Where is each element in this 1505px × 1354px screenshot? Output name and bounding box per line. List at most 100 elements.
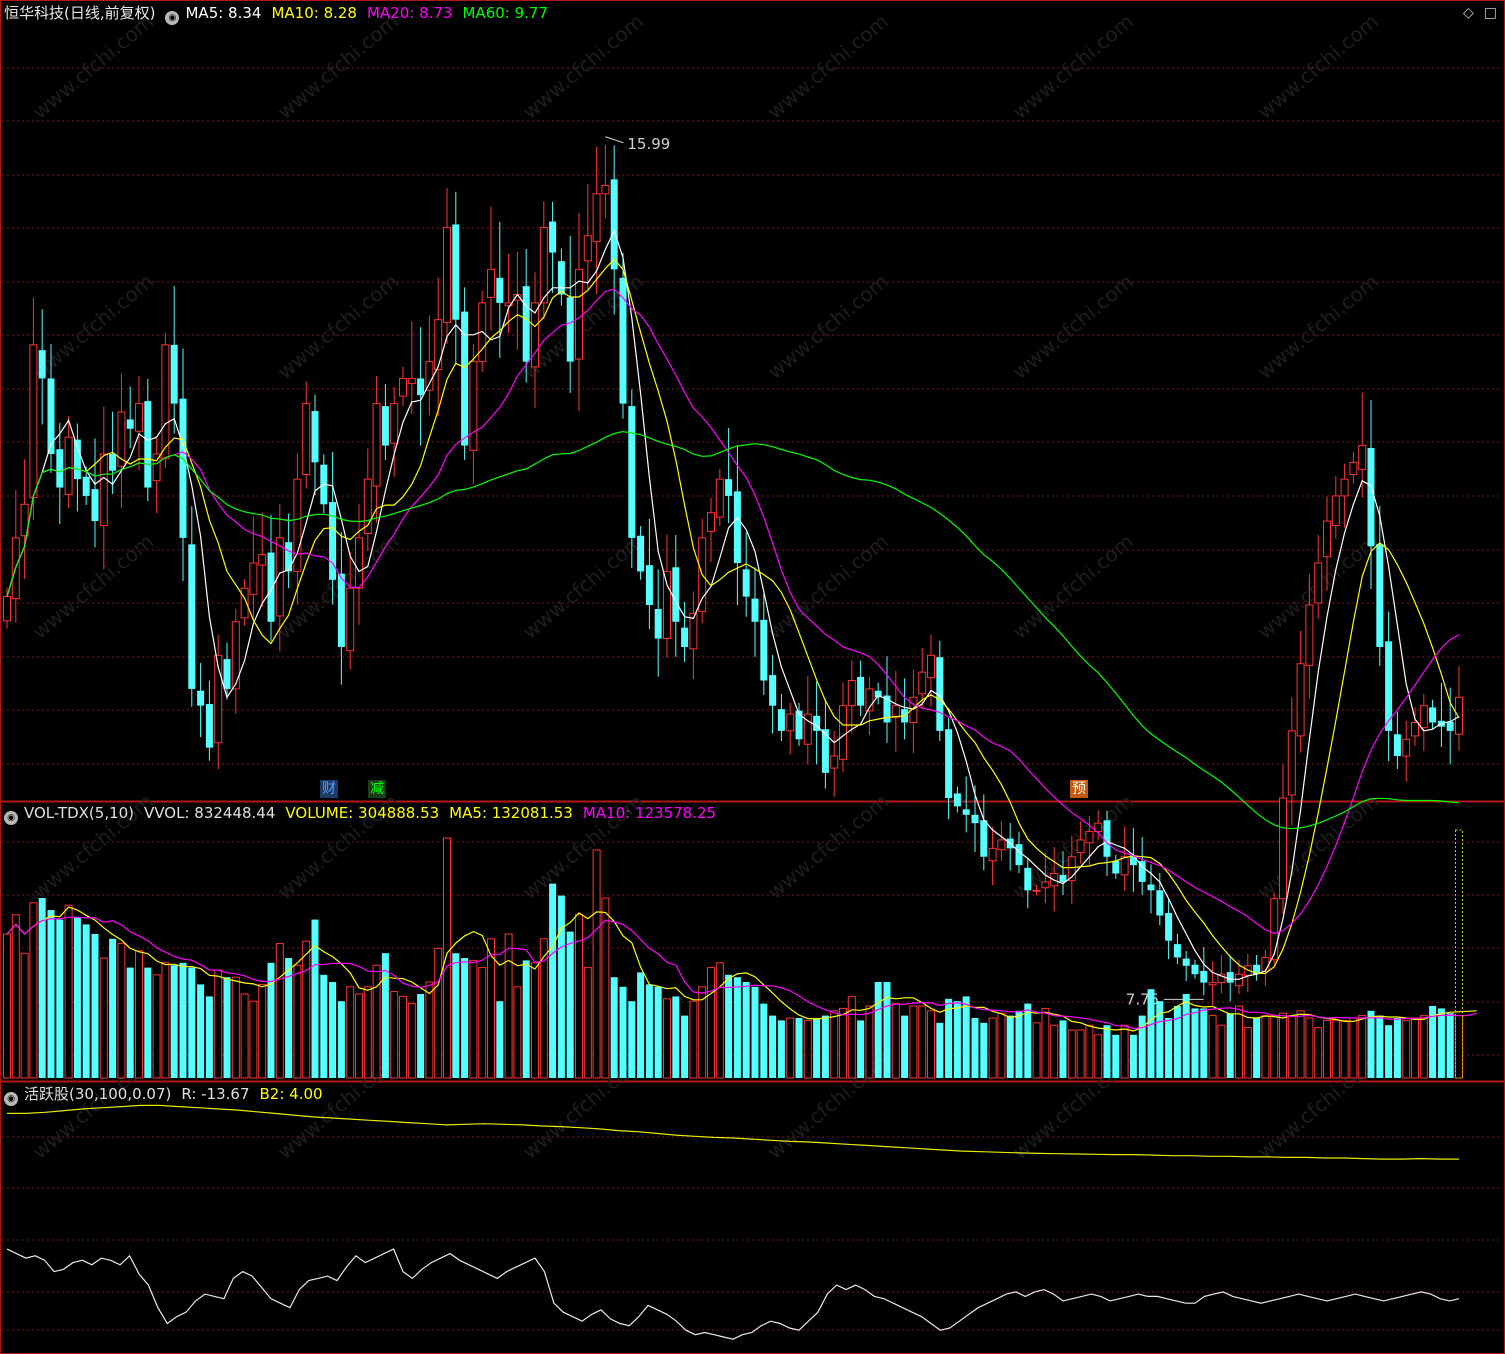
volume-bar-down xyxy=(725,974,733,1078)
volume-bar-down xyxy=(769,1015,777,1078)
volume-bar-up xyxy=(407,1003,416,1079)
candle-body-down xyxy=(1138,861,1146,882)
candle-body-up xyxy=(1076,839,1085,854)
volume-bar-up xyxy=(293,964,302,1079)
high-price-label: 15.99 xyxy=(627,135,670,153)
candle-body-down xyxy=(1376,544,1384,647)
volume-bar-down xyxy=(1226,1013,1234,1078)
volume-bar-down xyxy=(320,974,328,1078)
volume-bar-up xyxy=(513,986,522,1079)
volume-bar-down xyxy=(1429,1006,1437,1078)
volume-bar-up xyxy=(1085,1024,1094,1079)
volume-bar-up xyxy=(240,993,249,1079)
ind-toggle-circle-icon[interactable]: ◉ xyxy=(4,1092,18,1106)
volume-bar-up xyxy=(592,849,601,1079)
candle-body-down xyxy=(1059,874,1067,882)
candle-body-down xyxy=(223,659,231,689)
vol-ma5-label: MA5: 132081.53 xyxy=(449,804,573,822)
candle-body-down xyxy=(82,476,90,496)
volume-bar-up xyxy=(275,943,284,1079)
volume-bar-down xyxy=(56,919,64,1078)
volume-bar-down xyxy=(733,977,741,1078)
volume-bar-up xyxy=(707,967,715,1079)
candle-body-down xyxy=(496,277,504,303)
volume-header: ◉ VOL-TDX(5,10) VVOL: 832448.44 VOLUME: 304… xyxy=(4,802,726,825)
volume-ma10-line xyxy=(6,916,1477,1030)
candle-body-down xyxy=(1429,707,1437,723)
volume-max-outline xyxy=(1455,829,1463,1079)
candle-body-down xyxy=(109,453,117,471)
candle-body-down xyxy=(936,657,944,731)
ma5-label: MA5: 8.34 xyxy=(185,4,262,22)
volume-bar-up xyxy=(504,933,513,1079)
badge-forecast[interactable]: 预 xyxy=(1070,780,1088,798)
minimize-icon[interactable]: □ xyxy=(1483,5,1497,21)
candle-body-up xyxy=(390,403,399,444)
candle-body-down xyxy=(566,297,574,362)
candle-body-down xyxy=(1200,971,1208,983)
volume-bar-up xyxy=(20,952,29,1079)
volume-bar-down xyxy=(144,967,152,1078)
volume-ma5-line xyxy=(6,906,1477,1032)
watermark: www.cfchi.com xyxy=(1253,9,1383,124)
volume-bar-down xyxy=(742,982,750,1078)
volume-bar-up xyxy=(390,991,399,1079)
volume-bar-up xyxy=(918,1005,927,1079)
volume-bar-down xyxy=(1024,1003,1032,1078)
candle-body-down xyxy=(953,793,961,807)
watermark: www.cfchi.com xyxy=(1008,269,1138,384)
candle-body-up xyxy=(1402,738,1411,757)
volume-bar-up xyxy=(1050,1024,1059,1079)
candle-body-down xyxy=(38,350,46,379)
watermark: www.cfchi.com xyxy=(273,9,403,124)
badge-reduce[interactable]: 减 xyxy=(368,780,386,798)
volume-bar-up xyxy=(689,1000,698,1079)
candle-body-down xyxy=(945,729,953,798)
volume-bar-up xyxy=(839,1007,847,1079)
volume-bar-down xyxy=(672,996,680,1078)
candle-body-down xyxy=(769,675,777,706)
volume-bar-down xyxy=(1103,1025,1111,1078)
volume-bar-down xyxy=(901,1015,909,1078)
badge-finance[interactable]: 财 xyxy=(320,780,338,798)
vol-ma10-label: MA10: 123578.25 xyxy=(582,804,717,822)
candle-body-up xyxy=(372,403,381,487)
volume-bar-down xyxy=(522,960,530,1078)
high-marker-arrow xyxy=(605,136,624,144)
candle-body-up xyxy=(64,436,73,495)
ma10-line xyxy=(6,258,1460,974)
volume-bar-up xyxy=(988,1017,997,1079)
candle-body-down xyxy=(821,729,829,773)
candle-body-up xyxy=(487,268,495,298)
candle-body-up xyxy=(583,235,592,262)
vol-toggle-circle-icon[interactable]: ◉ xyxy=(4,811,18,825)
candle-body-down xyxy=(417,378,425,396)
volume-bar-down xyxy=(1191,1008,1199,1078)
candle-body-up xyxy=(1287,730,1296,796)
diamond-icon[interactable]: ◇ xyxy=(1462,5,1474,21)
volume-bar-up xyxy=(997,1012,1006,1079)
candle-body-down xyxy=(760,619,768,681)
candle-body-up xyxy=(346,587,355,652)
candle-body-up xyxy=(355,537,363,589)
volume-bar-up xyxy=(1323,1019,1331,1079)
volume-bar-down xyxy=(197,984,205,1078)
candle-body-up xyxy=(909,696,918,723)
volume-bar-down xyxy=(1182,994,1190,1078)
candle-body-down xyxy=(285,542,293,572)
volume-bar-down xyxy=(1015,1010,1023,1078)
b2-line xyxy=(7,1104,1459,1160)
volume-bar-up xyxy=(152,974,161,1079)
volume-bar-up xyxy=(1287,1015,1296,1079)
volume-bar-up xyxy=(11,914,20,1079)
volume-bar-up xyxy=(399,995,407,1079)
volume-bar-up xyxy=(715,962,724,1079)
toggle-circle-icon[interactable]: ◉ xyxy=(165,11,180,25)
candle-body-up xyxy=(663,570,671,640)
candle-body-down xyxy=(188,544,196,689)
candle-body-up xyxy=(715,478,724,518)
volume-bar-down xyxy=(1385,1025,1393,1078)
candle-body-up xyxy=(1235,973,1243,987)
watermark: www.cfchi.com xyxy=(763,789,893,904)
